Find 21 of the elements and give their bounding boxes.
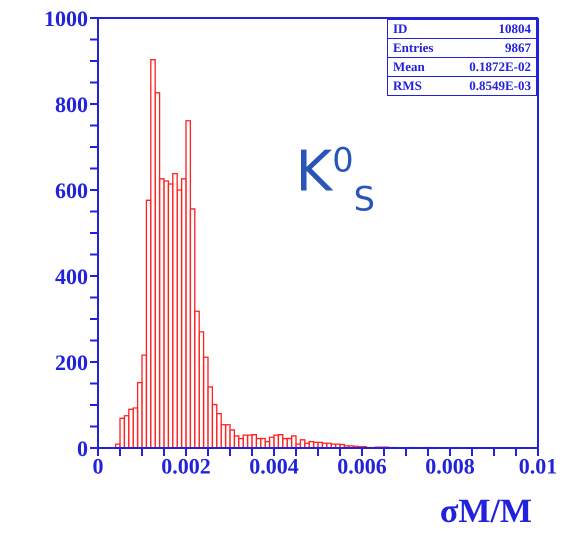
y-tick-label: 800 xyxy=(55,92,88,117)
annotation: RMS xyxy=(393,78,422,94)
x-tick-label: 0.002 xyxy=(161,454,211,479)
annotation: Entries xyxy=(393,40,434,56)
annotation: 0.8549E-03 xyxy=(469,78,531,94)
y-tick-label: 0 xyxy=(77,436,88,461)
x-tick-label: 0.01 xyxy=(518,454,558,479)
annotation: ID xyxy=(393,21,408,37)
y-tick-label: 1000 xyxy=(44,6,88,31)
annotation: Mean xyxy=(393,59,425,75)
annotation: 9867 xyxy=(505,40,531,56)
annotation: 10804 xyxy=(498,21,531,37)
x-tick-label: 0.004 xyxy=(249,454,299,479)
x-tick-label: 0.008 xyxy=(425,454,475,479)
x-tick-label: 0 xyxy=(92,454,104,479)
x-axis-title: σM/M xyxy=(440,493,532,530)
y-tick-label: 600 xyxy=(55,178,88,203)
y-tick-label: 200 xyxy=(55,350,88,375)
annotation: 0.1872E-02 xyxy=(469,59,531,75)
x-tick-label: 0.006 xyxy=(337,454,387,479)
y-tick-label: 400 xyxy=(55,264,88,289)
